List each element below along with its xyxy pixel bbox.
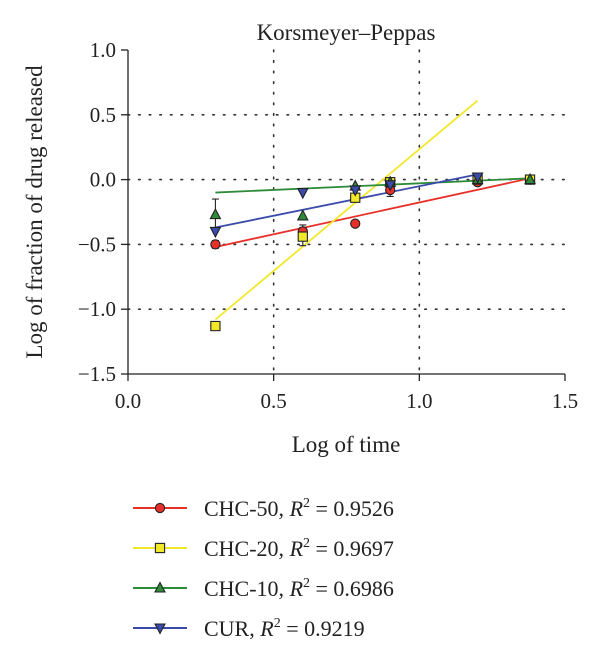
y-tick-label: 0.0 xyxy=(90,168,116,192)
axes xyxy=(121,49,566,381)
data-point-chc10 xyxy=(524,172,536,185)
x-axis-title: Log of time xyxy=(292,432,401,457)
legend-label-chc50: CHC-50, R2 = 0.9526 xyxy=(204,496,394,521)
fit-line-cur xyxy=(215,173,478,229)
legend-label-chc20: CHC-20, R2 = 0.9697 xyxy=(204,536,394,561)
legend-marker-chc10 xyxy=(154,581,166,593)
y-tick-label: 0.5 xyxy=(90,103,116,127)
y-tick-label: 1.0 xyxy=(90,38,116,62)
fit-lines xyxy=(214,99,531,321)
x-tick-label: 1.5 xyxy=(552,389,578,413)
data-point-chc10 xyxy=(209,207,222,220)
data-markers xyxy=(209,172,536,332)
legend-marker-cur xyxy=(154,623,166,635)
x-tick-label: 0.5 xyxy=(261,389,287,413)
legend-marker-chc20 xyxy=(154,542,166,554)
legend-label-chc10: CHC-10, R2 = 0.6986 xyxy=(204,576,394,601)
data-point-chc20 xyxy=(210,320,221,332)
fit-line-chc10 xyxy=(215,177,531,194)
data-point-chc50 xyxy=(210,239,221,250)
data-point-chc10 xyxy=(296,209,309,221)
data-point-cur xyxy=(471,172,484,184)
fit-line-chc50 xyxy=(215,177,531,248)
data-point-cur xyxy=(349,185,362,197)
data-point-chc20 xyxy=(297,231,308,242)
legend: CHC-50, R2 = 0.9526 CHC-20, R2 = 0.9697 CH… xyxy=(133,496,394,641)
data-point-chc50 xyxy=(350,218,361,229)
grid-lines xyxy=(127,49,566,375)
data-point-cur xyxy=(296,188,309,200)
fit-line-chc20 xyxy=(214,99,479,321)
data-point-cur xyxy=(384,180,397,192)
y-axis-title: Log of fraction of drug released xyxy=(22,65,47,359)
x-tick-label: 0.0 xyxy=(115,389,141,413)
y-tick-label: −0.5 xyxy=(78,232,116,256)
y-tick-label: −1.5 xyxy=(78,362,116,386)
legend-label-cur: CUR, R2 = 0.9219 xyxy=(204,616,365,641)
y-tick-label: −1.0 xyxy=(78,297,116,321)
x-tick-label: 1.0 xyxy=(406,389,432,413)
chart-title: Korsmeyer–Peppas xyxy=(257,20,436,45)
legend-marker-chc50 xyxy=(154,502,166,514)
data-point-cur xyxy=(209,226,222,239)
tick-labels: 0.0 0.5 1.0 1.5 1.0 0.5 0.0 −0.5 −1.0 −1.5 xyxy=(78,38,578,413)
